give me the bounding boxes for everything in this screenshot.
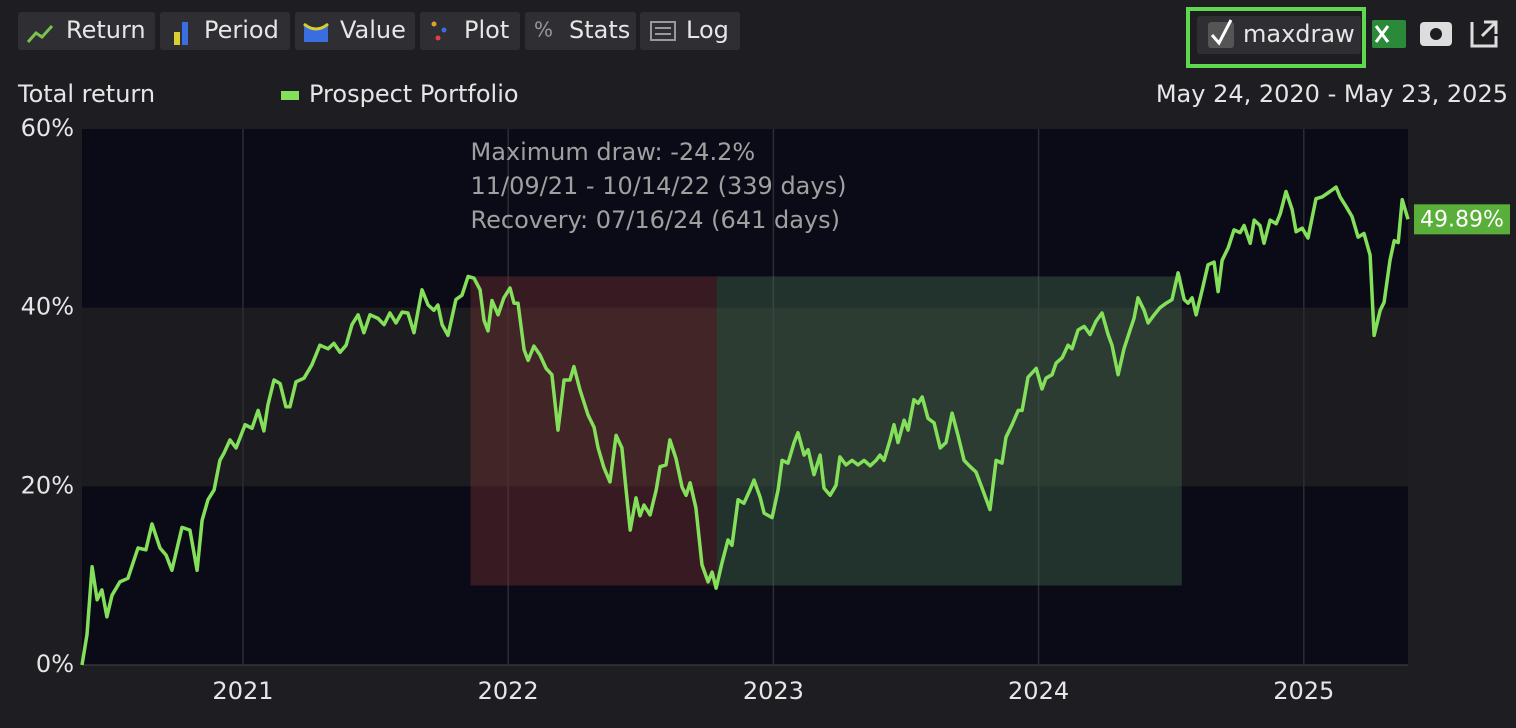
annotation: Recovery: 07/16/24 (641 days) (471, 206, 840, 234)
button-label: Return (66, 16, 146, 44)
x-tick-label: 2023 (743, 677, 804, 705)
end-label-box (1414, 204, 1510, 235)
date-range: May 24, 2020 - May 23, 2025 (1156, 80, 1508, 108)
period-icon (174, 32, 180, 45)
x-tick-label: 2021 (212, 677, 273, 705)
period-icon (182, 22, 188, 45)
button-label: Stats (569, 16, 630, 44)
x-tick-label: 2022 (478, 677, 539, 705)
plot-icon (441, 27, 447, 33)
checkbox-label: maxdraw (1243, 20, 1355, 48)
x-tick-label: 2025 (1273, 677, 1334, 705)
camera-icon (1430, 28, 1442, 40)
plot-button[interactable] (420, 12, 520, 50)
return-icon (26, 24, 54, 43)
excel-icon (1374, 25, 1390, 43)
button-label: Log (686, 16, 729, 44)
plot-icon (431, 21, 437, 27)
button-label: Period (204, 16, 279, 44)
highlight-box (1186, 7, 1366, 68)
popout-button[interactable] (1470, 20, 1498, 48)
y-tick-label: 0% (36, 650, 74, 678)
button-label: Plot (464, 16, 509, 44)
excel-button[interactable] (1372, 20, 1406, 48)
legend-label: Prospect Portfolio (309, 80, 519, 108)
checkbox-box (1208, 22, 1234, 48)
log-icon (650, 21, 676, 41)
value-icon (303, 22, 329, 31)
y-tick-label: 60% (21, 114, 74, 142)
y-axis-title: Total return (17, 80, 155, 108)
maxdraw-checkbox[interactable] (1197, 16, 1361, 54)
plot-icon (435, 35, 441, 41)
annotation: Maximum draw: -24.2% (471, 138, 756, 166)
end-label: 49.89% (1420, 207, 1504, 232)
button-label: Value (340, 16, 406, 44)
series-line (80, 185, 1410, 666)
y-tick-label: 20% (21, 471, 74, 499)
legend-swatch (281, 91, 299, 100)
annotation: 11/09/21 - 10/14/22 (339 days) (471, 172, 847, 200)
return-button[interactable] (18, 12, 155, 50)
check-mark (1210, 19, 1233, 46)
x-tick-label: 2024 (1008, 677, 1069, 705)
y-tick-label: 40% (21, 293, 74, 321)
stats-button[interactable] (525, 12, 636, 50)
stats-icon: % (534, 18, 553, 42)
toolbar: Return Period Value Plot % Stats Log max… (18, 7, 1498, 68)
grid-band (82, 307, 1408, 487)
plot: 0% 20% 40% 60% 2021 2022 2023 2024 2025 Maximum d… (21, 114, 1410, 705)
period-button[interactable] (160, 12, 290, 50)
